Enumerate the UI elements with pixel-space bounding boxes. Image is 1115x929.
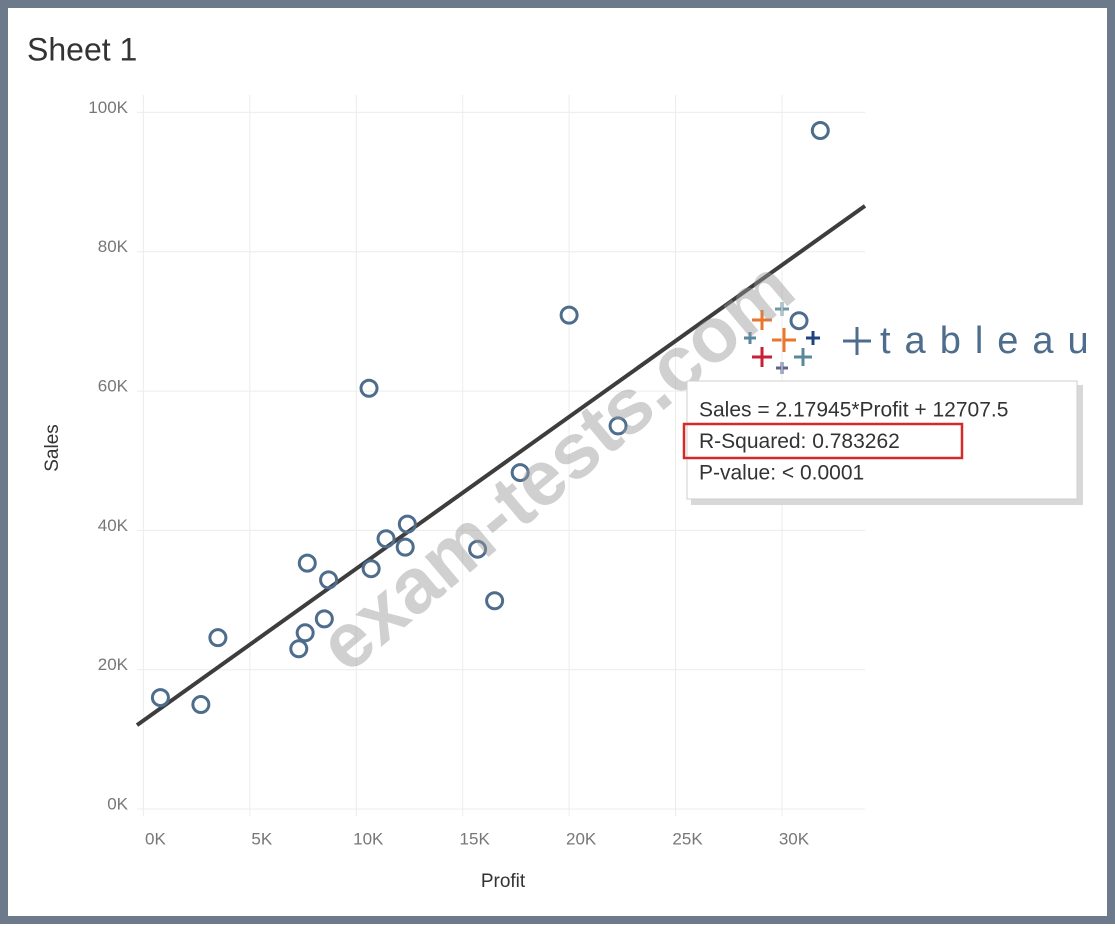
chart-title: Sheet 1: [27, 31, 137, 67]
tooltip-line: P-value: < 0.0001: [699, 462, 864, 485]
point: [810, 121, 830, 141]
point: [395, 537, 415, 557]
y-tick-label: 20K: [98, 655, 129, 674]
point: [191, 695, 211, 715]
x-tick-label: 15K: [460, 829, 491, 848]
y-tick-label: 100K: [88, 98, 128, 117]
y-tick-label: 0K: [107, 795, 128, 814]
point: [314, 609, 334, 629]
y-tick-label: 60K: [98, 377, 129, 396]
point: [289, 639, 309, 659]
x-axis-title: Profit: [481, 871, 526, 892]
point: [295, 623, 315, 643]
x-tick-label: 5K: [251, 829, 272, 848]
point: [510, 463, 530, 483]
tooltip: [686, 380, 1078, 500]
x-tick-label: 20K: [566, 829, 597, 848]
point: [208, 628, 228, 648]
x-tick-label: 30K: [779, 829, 810, 848]
tooltip-line: R-Squared: 0.783262: [699, 430, 900, 453]
y-tick-label: 40K: [98, 516, 129, 535]
point: [376, 529, 396, 549]
point: [150, 688, 170, 708]
y-axis-title: Sales: [42, 424, 63, 472]
point: [485, 591, 505, 611]
trend-line: [135, 204, 867, 727]
point: [319, 570, 339, 590]
point: [359, 378, 379, 398]
point: [397, 514, 417, 534]
highlight-box: [682, 422, 964, 460]
tooltip-line: Sales = 2.17945*Profit + 12707.5: [699, 399, 1008, 422]
point: [468, 539, 488, 559]
x-tick-label: 0K: [145, 829, 166, 848]
point: [789, 311, 809, 331]
point: [361, 559, 381, 579]
point: [608, 416, 628, 436]
y-tick-label: 80K: [98, 237, 129, 256]
logo-text: tableau: [880, 320, 1103, 362]
x-tick-label: 10K: [353, 829, 384, 848]
point: [297, 553, 317, 573]
x-tick-label: 25K: [672, 829, 703, 848]
point: [559, 305, 579, 325]
